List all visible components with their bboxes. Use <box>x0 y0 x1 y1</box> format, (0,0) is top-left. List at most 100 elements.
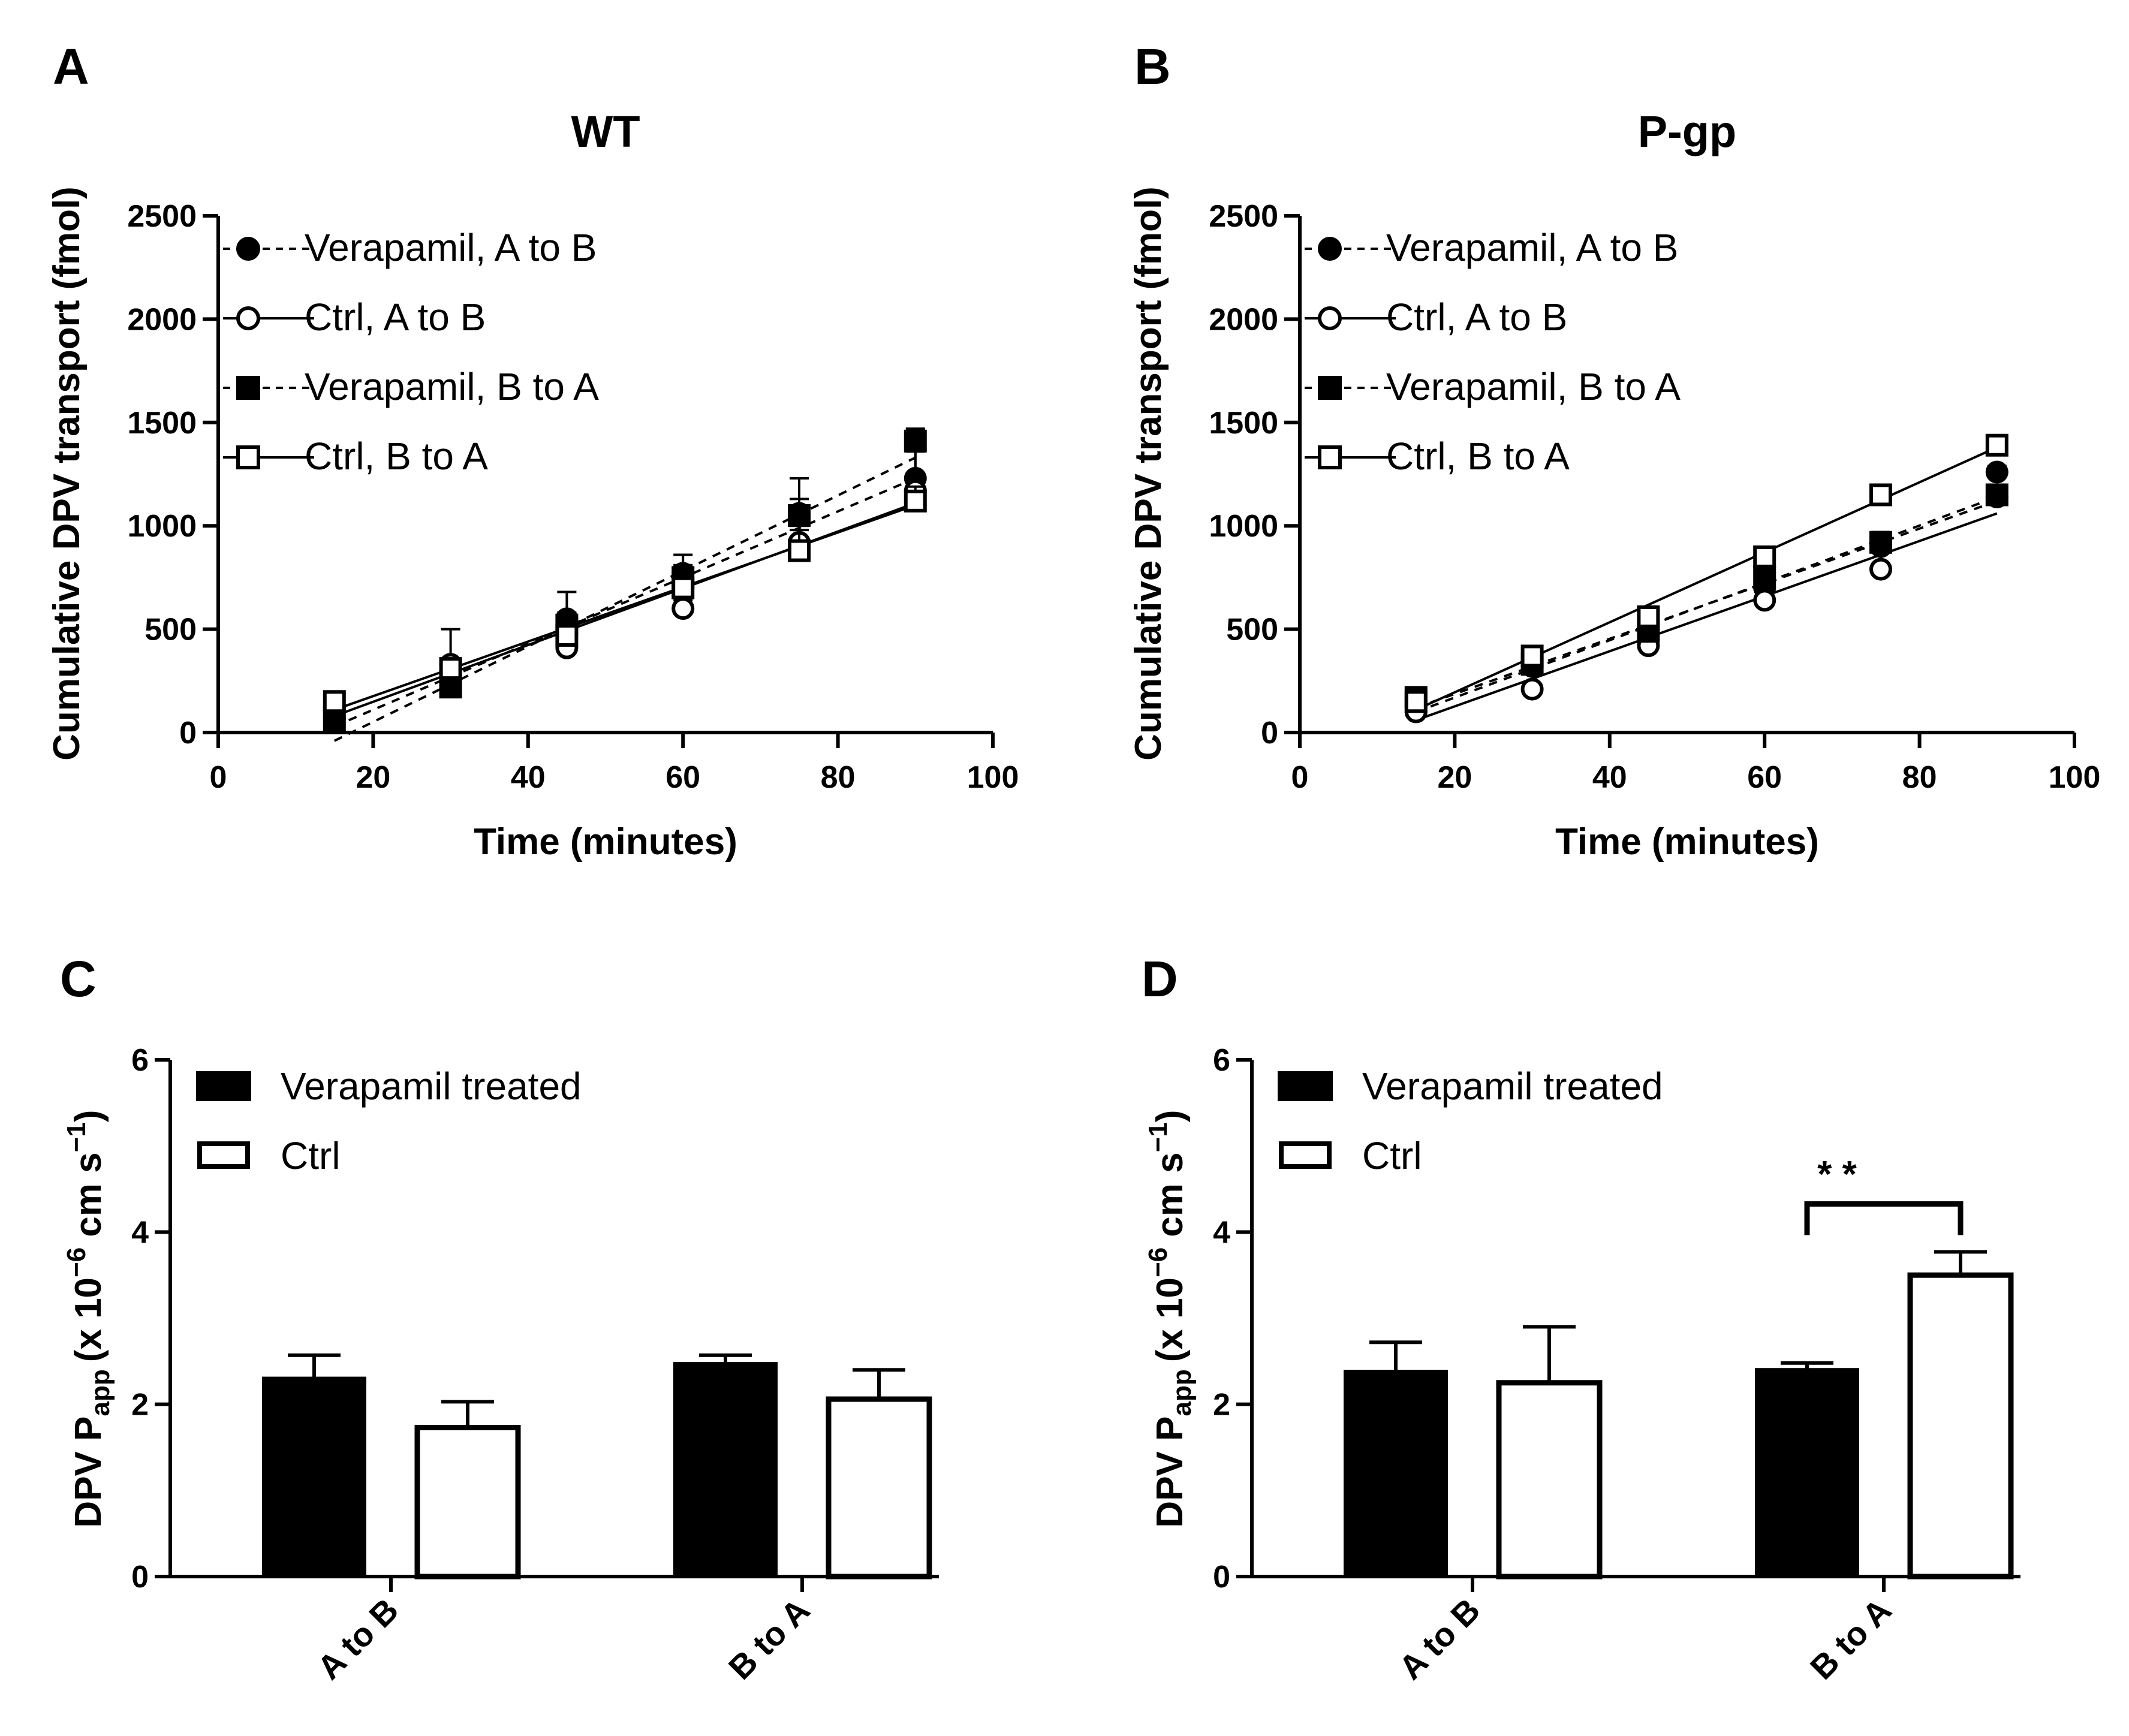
panel-a-point-3-2 <box>555 623 579 647</box>
panel-a-point-3-0 <box>323 690 346 713</box>
panel-a-ytick-label-3: 1500 <box>127 406 197 441</box>
panel-a-point-3-4 <box>788 539 811 562</box>
panel-d-ylabel-main: DPV P <box>1149 1416 1191 1528</box>
panel-b-point-3-1 <box>1520 644 1544 668</box>
panel-c-ylabel-exp1: −6 <box>62 1247 91 1277</box>
panel-c-ytick-label-2: 4 <box>131 1215 149 1250</box>
panel-b-plot-area: 0 500 1000 1500 2000 2500 0 20 40 60 80 100 <box>1209 199 2100 795</box>
panel-d-ytick-label-2: 4 <box>1213 1215 1230 1250</box>
panel-b-legend-label-0: Verapamil, A to B <box>1386 226 1678 269</box>
panel-b-title: P-gp <box>1638 107 1736 156</box>
panel-c-ylabel-exp2: −1 <box>62 1122 91 1152</box>
panel-d-bar-1-0 <box>1496 1380 1603 1580</box>
panel-c-legend: Verapamil treated Ctrl <box>196 1065 582 1177</box>
panel-a-point-2-0 <box>323 709 346 732</box>
panel-b-point-2-5 <box>1985 483 2008 507</box>
panel-a-legend-label-2: Verapamil, B to A <box>305 365 599 408</box>
panel-a-ytick-label-5: 2500 <box>127 199 197 234</box>
panel-c-legend-label-1: Ctrl <box>281 1134 341 1177</box>
panel-b-ytick-label-5: 2500 <box>1209 199 1278 234</box>
panel-label-a: A <box>53 38 89 95</box>
panel-a-legend-label-3: Ctrl, B to A <box>305 435 488 478</box>
panel-c-ylabel-unit: (x 10 <box>68 1277 109 1362</box>
panel-b-point-0-5 <box>1985 460 2008 484</box>
panel-b-legend: Verapamil, A to B Ctrl, A to B Verapamil… <box>1386 226 1681 478</box>
panel-a-point-1-3 <box>671 597 695 620</box>
panel-a-xtick-label-5: 100 <box>967 760 1019 795</box>
panel-d-ytick-label-3: 6 <box>1213 1043 1230 1078</box>
panel-c-ytick-label-0: 0 <box>131 1560 149 1595</box>
panel-b-legend-marker-2 <box>1318 376 1342 400</box>
panel-a-ytick-label-2: 1000 <box>127 509 197 544</box>
panel-b-xtick-label-1: 20 <box>1437 760 1472 795</box>
panel-b-xtick-label-5: 100 <box>2049 760 2101 795</box>
panel-b-legend-label-1: Ctrl, A to B <box>1386 296 1567 339</box>
panel-a-point-3-5 <box>904 489 927 513</box>
panel-a-xtick-label-1: 20 <box>356 760 390 795</box>
panel-a-title: WT <box>571 107 640 156</box>
panel-b-legend-marker-3 <box>1318 445 1342 469</box>
panel-d-bar-0-1 <box>1755 1368 1859 1578</box>
panel-c-bar-0-0 <box>262 1376 366 1578</box>
panel-a-ytick-label-1: 500 <box>144 613 197 647</box>
panel-a-point-2-5 <box>904 429 927 453</box>
panel-a-legend-marker-0 <box>236 237 260 261</box>
panel-a-xtick-label-3: 60 <box>665 760 700 795</box>
panel-a-point-3-1 <box>439 657 462 680</box>
panel-b-ytick-label-0: 0 <box>1261 716 1278 751</box>
panel-a-legend-marker-2 <box>236 376 260 400</box>
panel-d-ylabel: DPV Papp (x 10−6 cm s−1) <box>1143 1110 1197 1527</box>
panel-d-bar-0-0 <box>1344 1370 1448 1578</box>
panel-b-point-1-3 <box>1753 589 1776 612</box>
panel-b-point-3-5 <box>1985 433 2008 457</box>
panel-c-ylabel-unit2: cm s <box>68 1152 109 1247</box>
panel-b-fit-line-3 <box>1415 446 1998 711</box>
panel-b-ytick-label-4: 2000 <box>1209 302 1278 337</box>
panel-c-bar-1-1 <box>826 1396 932 1580</box>
panel-c-bar-1-0 <box>414 1424 521 1580</box>
panel-c-legend-swatch-ctrl <box>197 1141 250 1169</box>
panel-b-point-1-1 <box>1520 677 1544 701</box>
panel-b-point-2-4 <box>1869 531 1892 554</box>
panel-b-xtick-label-2: 40 <box>1592 760 1627 795</box>
panel-d-bar-1-1 <box>1907 1272 2014 1580</box>
panel-d-legend-swatch-verapamil <box>1278 1071 1333 1101</box>
panel-d-legend-label-0: Verapamil treated <box>1362 1065 1663 1108</box>
panel-d-ylabel-sub: app <box>1167 1369 1197 1416</box>
panel-b-ytick-label-1: 500 <box>1226 613 1278 647</box>
panel-d-ylabel-unit: (x 10 <box>1149 1277 1191 1362</box>
panel-b-fit-line-1 <box>1416 512 1998 722</box>
panel-d-legend-label-1: Ctrl <box>1362 1134 1422 1177</box>
panel-d-legend-swatch-ctrl <box>1279 1141 1332 1169</box>
panel-c-legend-label-0: Verapamil treated <box>281 1065 582 1108</box>
panel-b-xlabel: Time (minutes) <box>1555 821 1819 863</box>
panel-b-point-3-3 <box>1753 545 1776 568</box>
panel-d-significance-bracket <box>1804 1201 1964 1235</box>
panel-a-point-2-1 <box>439 676 462 699</box>
panel-b-ylabel: Cumulative DPV transport (fmol) <box>1128 186 1169 761</box>
panel-a-legend-label-0: Verapamil, A to B <box>305 226 597 269</box>
panel-a-ylabel: Cumulative DPV transport (fmol) <box>46 186 88 761</box>
panel-c-ytick-label-3: 6 <box>131 1043 149 1078</box>
panel-c-ylabel-main: DPV P <box>68 1416 109 1528</box>
panel-b-xtick-label-0: 0 <box>1291 760 1309 795</box>
panel-c-ylabel: DPV Papp (x 10−6 cm s−1) <box>62 1110 115 1527</box>
panel-c-legend-swatch-verapamil <box>196 1071 251 1101</box>
panel-b-point-1-4 <box>1869 557 1892 581</box>
panel-a-line-chart: WT Time (minutes) Cumulative DPV transpo… <box>46 107 1019 863</box>
panel-b-ytick-label-2: 1000 <box>1209 509 1278 544</box>
panel-d-ylabel-unit2: cm s <box>1149 1152 1191 1247</box>
panel-a-xtick-label-0: 0 <box>210 760 227 795</box>
panel-label-b: B <box>1134 38 1171 95</box>
panel-a-point-3-3 <box>671 576 695 599</box>
panel-a-fit-line-3 <box>334 504 916 711</box>
panel-b-legend-label-2: Verapamil, B to A <box>1386 365 1681 408</box>
panel-a-xlabel: Time (minutes) <box>474 821 737 863</box>
panel-c-ylabel-sub: app <box>86 1369 115 1416</box>
